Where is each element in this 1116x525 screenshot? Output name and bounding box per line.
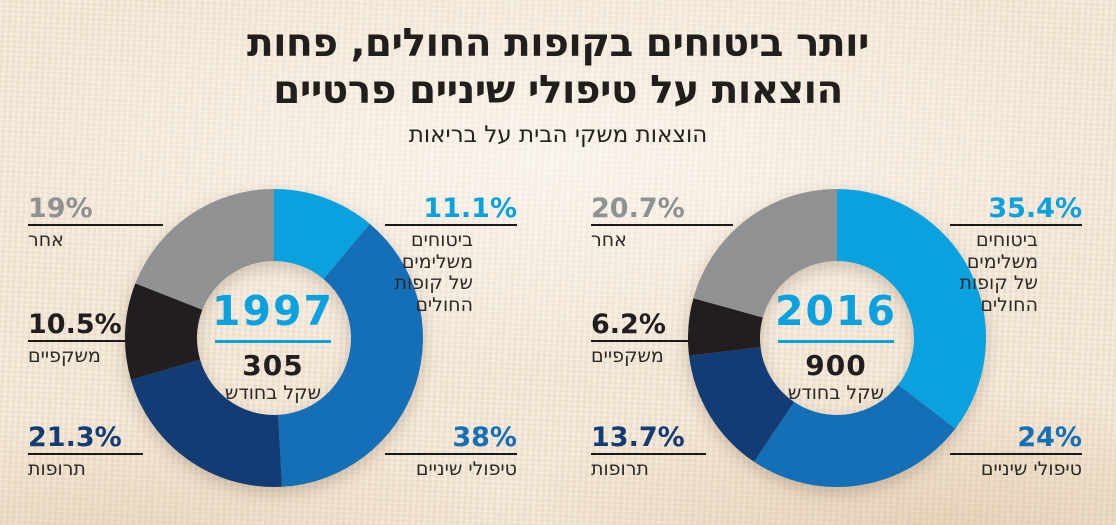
- donut-slice-navy: [130, 359, 282, 488]
- callout-rule: [950, 453, 1082, 455]
- callout-rule: [385, 224, 517, 226]
- chart-title-line2: הוצאות על טיפולי שיניים פרטיים: [273, 68, 843, 113]
- slice-label: אחר: [28, 229, 64, 251]
- slice-label: אחר: [591, 229, 627, 251]
- slice-label: ביטוחים משלימים של קופות החולים: [959, 229, 1039, 316]
- monthly-amount-unit: שקל בחודש: [787, 382, 885, 405]
- callout-insurance-1997: 11.1% ביטוחים משלימים של קופות החולים: [385, 194, 517, 316]
- year-label: 2016: [774, 287, 898, 335]
- chart-title: יותר ביטוחים בקופות החולים, פחות הוצאות …: [0, 20, 1116, 114]
- donut-chart-1997: [124, 189, 424, 488]
- callout-medicines-1997: 21.3% תרופות: [28, 423, 143, 481]
- callout-dental-2016: 24% טיפולי שיניים: [950, 423, 1082, 481]
- year-underline: [215, 340, 331, 344]
- callout-other-2016: 20.7% אחר: [591, 194, 733, 252]
- chart-title-line1: יותר ביטוחים בקופות החולים, פחות: [247, 21, 869, 66]
- percent-value: 21.3%: [28, 422, 122, 453]
- donut-slice-mid_blue: [754, 384, 956, 487]
- slice-label: משקפיים: [28, 345, 101, 367]
- callout-other-1997: 19% אחר: [28, 194, 163, 252]
- percent-value: 20.7%: [591, 193, 685, 224]
- percent-value: 6.2%: [591, 309, 666, 340]
- slice-label: טיפולי שיניים: [415, 458, 517, 480]
- slice-label: טיפולי שיניים: [980, 458, 1082, 480]
- percent-value: 10.5%: [28, 309, 122, 340]
- donut-center-2016: 2016 900 שקל בחודש: [736, 287, 936, 405]
- percent-value: 38%: [452, 422, 517, 453]
- monthly-amount: 305: [242, 349, 304, 383]
- callout-rule: [28, 224, 163, 226]
- callout-rule: [28, 340, 127, 342]
- donut-slice-light_blue: [837, 189, 986, 429]
- donut-slice-black: [124, 283, 203, 380]
- percent-value: 24%: [1017, 422, 1082, 453]
- callout-rule: [385, 453, 517, 455]
- slice-label: משקפיים: [591, 345, 664, 367]
- donut-slice-mid_blue: [278, 223, 424, 487]
- chart-subtitle: הוצאות משקי הבית על בריאות: [408, 122, 708, 148]
- percent-value: 13.7%: [591, 422, 685, 453]
- monthly-amount: 900: [805, 349, 867, 383]
- percent-value: 19%: [28, 193, 93, 224]
- callout-glasses-2016: 6.2% משקפיים: [591, 310, 690, 368]
- slice-label: ביטוחים משלימים של קופות החולים: [394, 229, 474, 316]
- year-underline: [778, 340, 894, 344]
- slice-label: תרופות: [591, 458, 649, 480]
- donut-slice-navy: [689, 347, 795, 462]
- callout-dental-1997: 38% טיפולי שיניים: [385, 423, 517, 481]
- callout-rule: [28, 453, 143, 455]
- donut-slice-gray: [135, 189, 274, 310]
- year-label: 1997: [211, 287, 335, 335]
- callout-glasses-1997: 10.5% משקפיים: [28, 310, 127, 368]
- callout-medicines-2016: 13.7% תרופות: [591, 423, 706, 481]
- donut-slice-gray: [693, 189, 837, 318]
- percent-value: 11.1%: [423, 193, 517, 224]
- slice-label: תרופות: [28, 458, 86, 480]
- monthly-amount-unit: שקל בחודש: [224, 382, 322, 405]
- percent-value: 35.4%: [988, 193, 1082, 224]
- callout-insurance-2016: 35.4% ביטוחים משלימים של קופות החולים: [950, 194, 1082, 316]
- donut-slice-light_blue: [274, 189, 370, 280]
- callout-rule: [591, 340, 690, 342]
- callout-rule: [591, 453, 706, 455]
- donut-slice-black: [688, 298, 763, 356]
- callout-rule: [950, 224, 1082, 226]
- donut-chart-2016: [688, 189, 986, 487]
- donut-center-1997: 1997 305 שקל בחודש: [173, 287, 373, 405]
- callout-rule: [591, 224, 733, 226]
